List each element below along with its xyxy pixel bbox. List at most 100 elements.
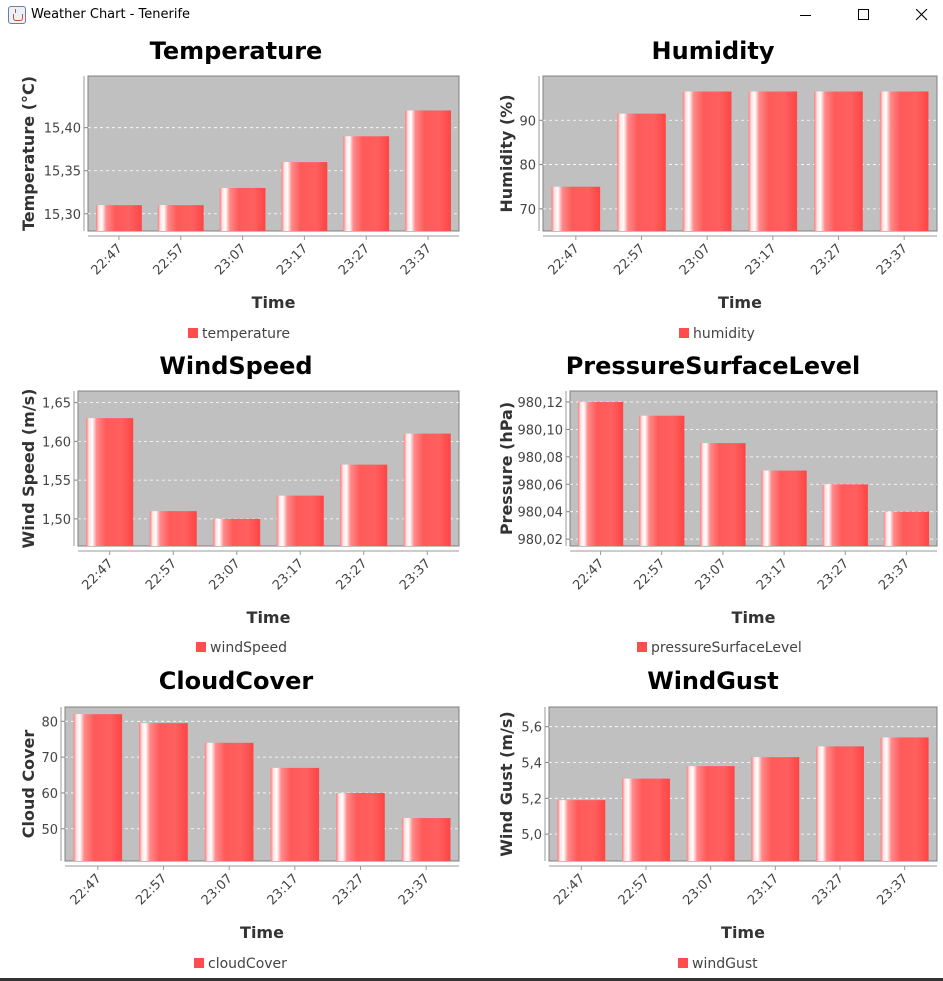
bar <box>577 401 624 546</box>
bar <box>682 91 732 231</box>
y-axis-label: Temperature (°C) <box>19 76 38 231</box>
x-tick-label: 23:07 <box>199 871 236 908</box>
y-axis-label: Wind Gust (m/s) <box>497 711 516 856</box>
bar <box>86 418 134 546</box>
bar <box>557 800 606 861</box>
y-tick-label: 70 <box>519 203 536 218</box>
x-tick-label: 23:37 <box>876 556 913 593</box>
x-tick-label: 23:37 <box>874 241 911 278</box>
chart-cloudCover: CloudCover 50 60 70 80 22:47 22:57 23:07 23:17 23… <box>19 667 460 972</box>
chart-pressureSurfaceLevel: PressureSurfaceLevel 980,02 980,04 980,06 98… <box>497 352 938 656</box>
x-tick-label: 23:27 <box>330 871 367 908</box>
minimize-icon <box>800 15 811 16</box>
bar <box>219 187 266 231</box>
bar <box>814 91 863 231</box>
bar <box>157 205 204 231</box>
bar <box>270 767 320 861</box>
legend-label: pressureSurfaceLevel <box>651 640 802 656</box>
bar <box>343 136 390 231</box>
bar <box>617 113 666 231</box>
legend-label: windGust <box>692 956 758 972</box>
bar <box>281 162 328 231</box>
bar <box>204 742 254 861</box>
x-axis-label: Time <box>252 293 296 312</box>
bar <box>880 737 929 861</box>
maximize-button[interactable] <box>841 0 887 30</box>
y-tick-label: 1,55 <box>42 474 71 489</box>
x-axis-label: Time <box>718 293 762 312</box>
bar <box>401 818 451 861</box>
bar <box>213 518 261 546</box>
plot-area <box>64 706 460 862</box>
x-tick-label: 22:57 <box>133 871 170 908</box>
x-tick-label: 23:07 <box>693 556 730 593</box>
close-button[interactable] <box>899 0 943 30</box>
y-tick-label: 980,10 <box>518 423 564 438</box>
legend-swatch <box>678 958 688 968</box>
chart-windSpeed: WindSpeed 1,50 1,55 1,60 1,65 22:47 22:57 23:07… <box>19 352 460 656</box>
x-tick-label: 22:57 <box>631 556 668 593</box>
plot-area <box>542 75 938 232</box>
chart-title: CloudCover <box>159 667 314 695</box>
y-tick-label: 980,02 <box>518 533 564 548</box>
y-tick-label: 15,40 <box>44 122 81 137</box>
y-tick-label: 1,50 <box>42 513 71 528</box>
y-tick-label: 90 <box>519 114 536 129</box>
legend-label: humidity <box>693 326 755 342</box>
x-tick-label: 23:27 <box>336 241 373 278</box>
x-tick-label: 23:37 <box>397 556 434 593</box>
bar <box>748 91 798 231</box>
window-title: Weather Chart - Tenerife <box>31 7 191 22</box>
y-tick-label: 15,35 <box>44 165 81 180</box>
x-tick-label: 23:17 <box>274 241 311 278</box>
x-tick-label: 23:27 <box>808 241 845 278</box>
x-tick-label: 23:07 <box>680 871 717 908</box>
legend-swatch <box>637 642 647 652</box>
title-bar: Weather Chart - Tenerife <box>0 0 943 32</box>
plot-area <box>87 75 460 232</box>
bar <box>149 511 197 546</box>
chart-title: Humidity <box>652 37 775 65</box>
bar <box>700 443 746 546</box>
x-axis-label: Time <box>732 608 776 627</box>
x-tick-label: 23:37 <box>398 241 435 278</box>
y-tick-label: 70 <box>41 751 58 766</box>
bar <box>761 470 807 546</box>
plot-area <box>548 706 938 862</box>
x-tick-label: 22:47 <box>89 241 126 278</box>
y-axis-label: Cloud Cover <box>19 730 38 839</box>
bar <box>336 792 385 861</box>
minimize-button[interactable] <box>783 0 829 30</box>
x-axis-label: Time <box>721 923 765 942</box>
y-tick-label: 50 <box>41 823 58 838</box>
chart-title: Temperature <box>150 37 323 65</box>
x-tick-label: 22:57 <box>616 871 653 908</box>
x-tick-label: 22:47 <box>79 556 116 593</box>
chart-temperature: Temperature 15,30 15,35 15,40 22:47 22:57 23:0… <box>19 37 460 342</box>
y-axis-label: Humidity (%) <box>497 94 516 212</box>
y-tick-label: 1,65 <box>42 397 71 412</box>
x-tick-label: 22:57 <box>143 556 180 593</box>
bar <box>139 723 188 861</box>
y-tick-label: 980,06 <box>518 478 564 493</box>
bar <box>879 91 929 231</box>
bar <box>622 778 670 861</box>
y-axis-label: Wind Speed (m/s) <box>19 389 38 549</box>
x-tick-label: 23:17 <box>745 871 782 908</box>
y-tick-label: 980,08 <box>518 451 564 466</box>
legend-swatch <box>194 958 204 968</box>
chart-title: PressureSurfaceLevel <box>566 352 861 380</box>
bar <box>96 205 142 231</box>
x-tick-label: 22:47 <box>68 871 105 908</box>
x-axis-label: Time <box>240 923 284 942</box>
bar <box>403 433 451 546</box>
legend-swatch <box>679 328 689 338</box>
x-tick-label: 23:37 <box>396 871 433 908</box>
x-tick-label: 23:17 <box>265 871 302 908</box>
y-tick-label: 1,60 <box>42 435 71 450</box>
window-bottom-border <box>0 978 943 981</box>
x-tick-label: 22:57 <box>150 241 187 278</box>
x-tick-label: 23:07 <box>206 556 243 593</box>
x-tick-label: 23:27 <box>815 556 852 593</box>
